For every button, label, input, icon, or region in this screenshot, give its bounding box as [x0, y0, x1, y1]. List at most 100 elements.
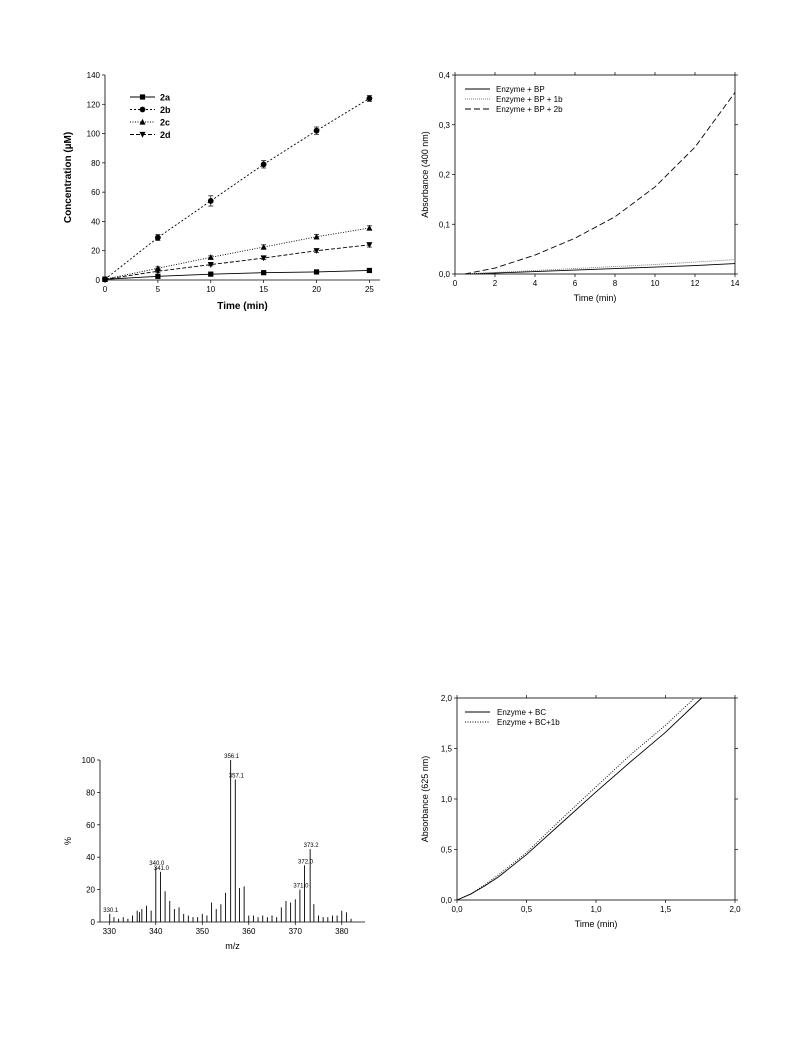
- x-tick-label: 1,5: [660, 905, 672, 914]
- series-line: [464, 259, 736, 275]
- legend-label: Enzyme + BP + 2b: [496, 105, 563, 114]
- absorbance-625-chart: 0,0 0,5 1,0 1,5 2,0 0,0 0,5 1,0 1,5 2,0 Time (min)…: [420, 694, 741, 929]
- series-line: [464, 92, 736, 275]
- x-tick-label: 330: [103, 927, 117, 936]
- legend-label: Enzyme + BP: [496, 85, 545, 94]
- data-point: [208, 271, 214, 277]
- x-axis-label: Time (min): [217, 301, 267, 312]
- y-tick-label: 140: [87, 71, 101, 80]
- x-tick-label: 10: [206, 285, 215, 294]
- x-tick-label: 10: [651, 279, 660, 288]
- data-point: [139, 106, 146, 113]
- x-tick-label: 12: [691, 279, 700, 288]
- axes: 330 340 350 360 370 380 0 20 40 60 80 100 m/z%: [63, 756, 365, 951]
- x-tick-label: 25: [365, 285, 374, 294]
- y-tick-label: 60: [86, 821, 95, 830]
- legend-label: 2c: [160, 118, 170, 128]
- x-tick-label: 360: [242, 927, 256, 936]
- x-axis-label: m/z: [225, 941, 240, 951]
- y-tick-label: 0: [91, 918, 96, 927]
- y-tick-label: 80: [91, 159, 100, 168]
- data-point: [261, 270, 267, 276]
- data-point: [260, 255, 267, 262]
- data-point: [154, 268, 161, 275]
- y-tick-label: 40: [86, 853, 95, 862]
- x-tick-label: 20: [312, 285, 321, 294]
- y-tick-label: 0,4: [439, 71, 451, 80]
- peak-label: 330.1: [103, 908, 119, 914]
- peak-label: 341.0: [154, 866, 170, 872]
- y-tick-label: 0: [96, 276, 101, 285]
- plot-frame: [456, 697, 736, 901]
- data-point: [207, 262, 214, 268]
- series-0: [456, 697, 702, 901]
- y-tick-label: 20: [91, 247, 100, 256]
- series-1: [464, 259, 736, 275]
- x-tick-label: 0,5: [521, 905, 533, 914]
- y-tick-label: 2,0: [441, 694, 453, 703]
- y-tick-label: 0,0: [439, 270, 451, 279]
- legend: 2a 2b 2c 2d: [130, 93, 171, 140]
- series-2a: [102, 267, 373, 282]
- data-point: [313, 248, 320, 254]
- data-point: [313, 233, 320, 240]
- series-2: [464, 92, 736, 275]
- y-axis-label: Absorbance (400 nm): [420, 131, 430, 218]
- data-point: [139, 131, 146, 138]
- series-line: [104, 98, 370, 280]
- data-point: [260, 161, 267, 168]
- y-tick-label: 100: [82, 756, 96, 765]
- data-point: [207, 254, 214, 260]
- y-tick-label: 0,2: [439, 171, 451, 180]
- y-tick-label: 80: [86, 788, 95, 797]
- y-tick-label: 120: [87, 100, 101, 109]
- series-1: [456, 697, 695, 901]
- x-tick-label: 8: [613, 279, 618, 288]
- concentration-chart: 0 5 10 15 20 25 0 20 40 60 80 100 120 140 Time (min) Co…: [63, 71, 380, 312]
- legend-label: 2d: [160, 130, 171, 140]
- axes: 0,0 0,5 1,0 1,5 2,0 0,0 0,5 1,0 1,5 2,0 Time (min)…: [420, 694, 741, 929]
- x-axis-label: Time (min): [575, 919, 618, 929]
- y-tick-label: 0,5: [441, 846, 453, 855]
- y-tick-label: 60: [91, 188, 100, 197]
- peak-label: 371.0: [293, 884, 309, 890]
- series-line: [104, 244, 370, 280]
- mass-spectrum-chart: 330 340 350 360 370 380020406080100m/z%330.13…: [63, 754, 365, 951]
- x-tick-label: 0: [103, 285, 108, 294]
- legend-label: Enzyme + BC+1b: [497, 718, 560, 727]
- data-point: [260, 243, 267, 250]
- peak-label: 340.0: [149, 861, 165, 867]
- y-tick-label: 0,3: [439, 121, 451, 130]
- x-tick-label: 370: [289, 927, 303, 936]
- series-line: [456, 697, 702, 901]
- absorbance-400-chart: 0 2 4 6 8 10 12 14 0,0 0,1 0,2 0,3 0,4 Time (min) Abso…: [420, 71, 740, 303]
- x-tick-label: 2: [493, 279, 498, 288]
- x-tick-label: 2,0: [729, 905, 741, 914]
- y-tick-label: 100: [87, 130, 101, 139]
- y-axis-label: Concentration (µM): [63, 132, 74, 223]
- legend-label: 2a: [160, 93, 171, 103]
- y-axis-label: Absorbance (625 nm): [420, 756, 430, 843]
- series-2b: [102, 95, 373, 283]
- x-tick-label: 1,0: [590, 905, 602, 914]
- data-point: [313, 127, 320, 134]
- x-tick-label: 6: [573, 279, 578, 288]
- x-tick-label: 380: [335, 927, 349, 936]
- data-point: [313, 269, 320, 275]
- series-2d: [102, 242, 373, 283]
- data-point: [155, 273, 161, 279]
- peak-label: 356.1: [224, 754, 240, 760]
- peak-label: 372.0: [298, 859, 314, 865]
- axes: 0 2 4 6 8 10 12 14 0,0 0,1 0,2 0,3 0,4 Time (min) Abso…: [420, 71, 740, 303]
- legend-label: 2b: [160, 105, 171, 115]
- y-tick-label: 0,1: [439, 220, 451, 229]
- legend-label: Enzyme + BP + 1b: [496, 95, 563, 104]
- y-tick-label: 0,0: [441, 896, 453, 905]
- series-line: [104, 270, 370, 280]
- series-line: [104, 227, 370, 280]
- legend-label: Enzyme + BC: [497, 708, 546, 717]
- data-point: [139, 118, 146, 125]
